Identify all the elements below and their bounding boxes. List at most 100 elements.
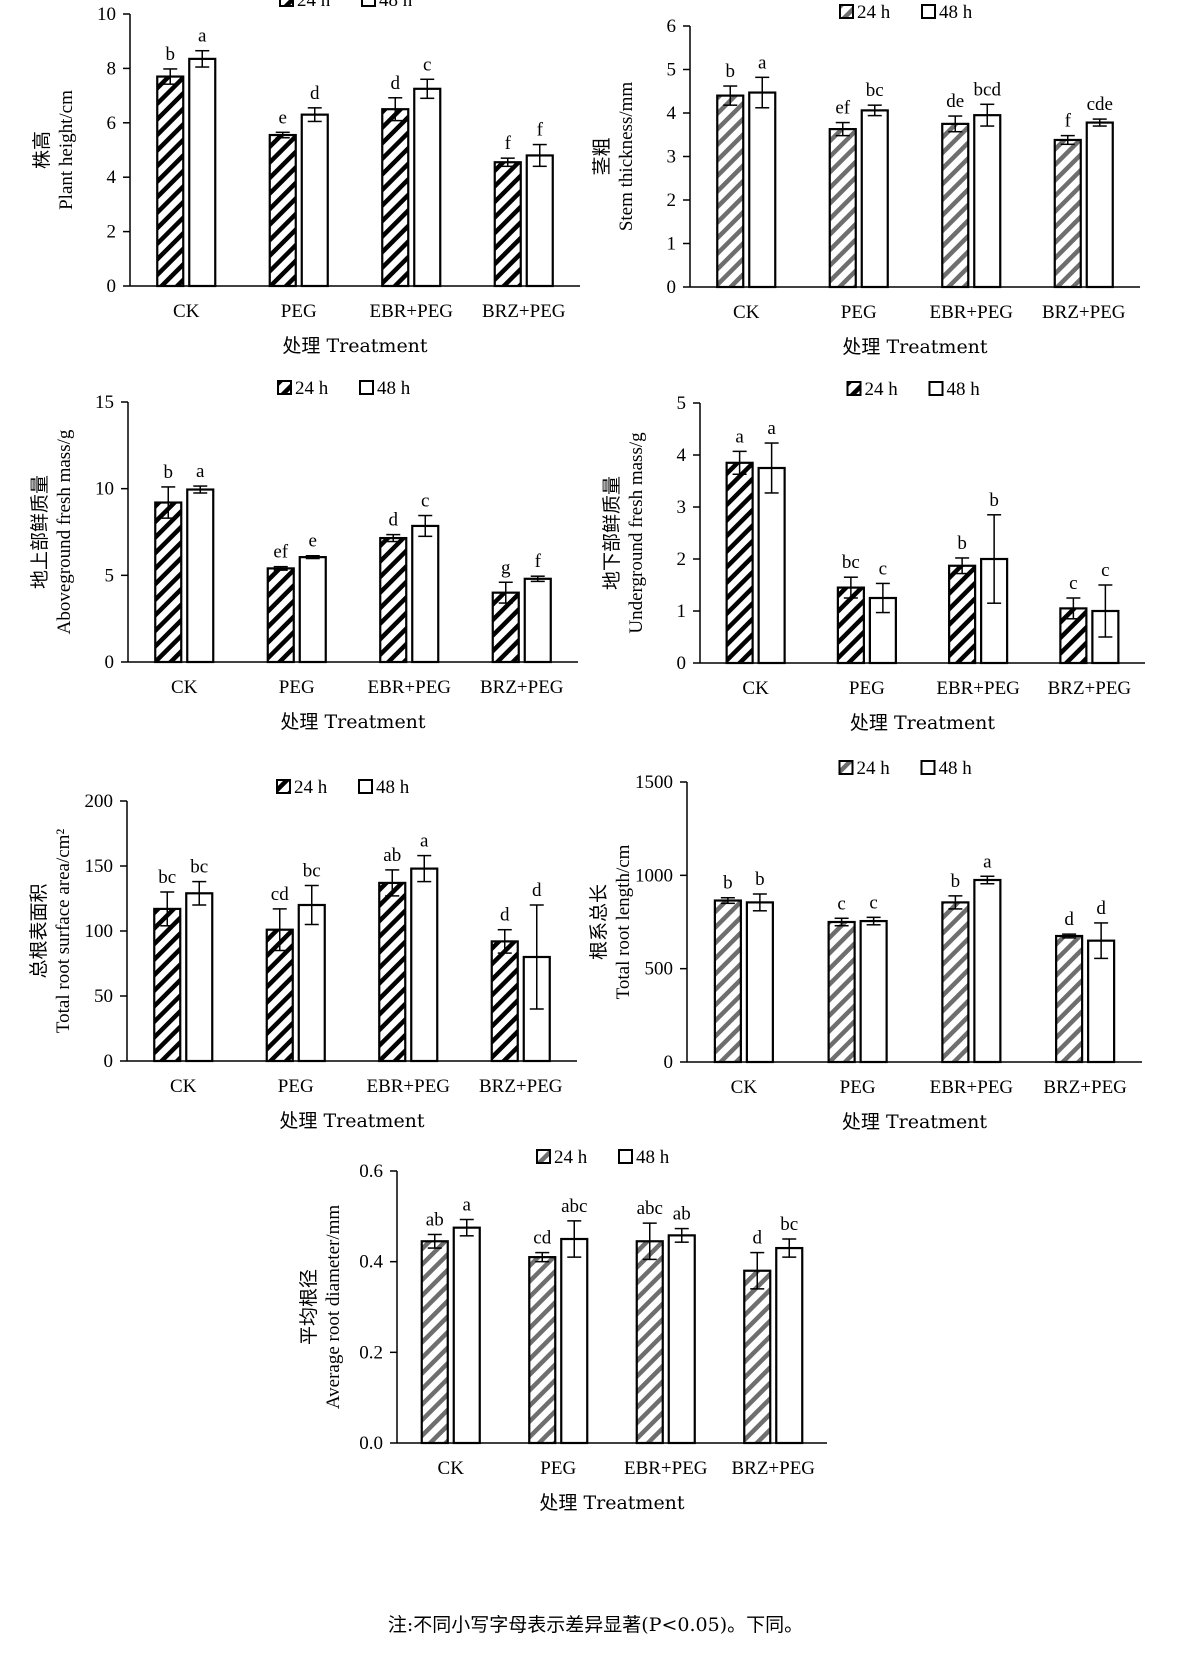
significance-label: a bbox=[767, 418, 776, 439]
y-tick-label: 3 bbox=[677, 497, 687, 518]
y-tick-label: 6 bbox=[107, 113, 117, 134]
significance-label: g bbox=[501, 557, 511, 578]
bar-24h bbox=[493, 161, 522, 288]
bar-48h bbox=[560, 1237, 589, 1445]
y-axis-label-en: Stem thickness/mm bbox=[616, 82, 637, 232]
x-tick-label: EBR+PEG bbox=[936, 678, 1020, 699]
bar-48h bbox=[748, 91, 777, 289]
y-tick-label: 5 bbox=[677, 393, 687, 414]
y-tick-label: 0 bbox=[105, 652, 115, 673]
legend-swatch-24h bbox=[277, 380, 292, 395]
bar-48h bbox=[1085, 121, 1114, 289]
significance-label: ef bbox=[835, 98, 850, 119]
significance-label: c bbox=[869, 892, 877, 913]
significance-label: d bbox=[500, 905, 510, 926]
significance-label: bc bbox=[190, 857, 208, 878]
x-tick-label: BRZ+PEG bbox=[731, 1458, 815, 1479]
legend-label-24h: 24 h bbox=[857, 758, 891, 779]
significance-label: a bbox=[758, 52, 767, 73]
bar-48h bbox=[775, 1246, 804, 1445]
y-axis-label-en: Underground fresh mass/g bbox=[626, 432, 647, 634]
x-axis-label: 处理 Treatment bbox=[539, 1492, 684, 1514]
bar-24h bbox=[156, 75, 185, 288]
significance-label: bc bbox=[866, 80, 884, 101]
x-axis-label: 处理 Treatment bbox=[842, 1111, 987, 1133]
y-tick-label: 4 bbox=[667, 103, 677, 124]
legend-swatch-24h bbox=[536, 1149, 551, 1164]
x-tick-label: PEG bbox=[840, 1077, 876, 1098]
x-tick-label: CK bbox=[438, 1458, 465, 1479]
significance-label: a bbox=[198, 26, 207, 47]
significance-label: b bbox=[726, 61, 736, 82]
significance-label: abc bbox=[561, 1196, 587, 1217]
figure-note: 注:不同小写字母表示差异显著(P<0.05)。下同。 bbox=[387, 1614, 804, 1636]
significance-label: a bbox=[420, 831, 429, 852]
chart-underground-fresh-mass: 0 1 2 3 4 5 地下部鲜质量 Underground fresh mass/g a a CK… bbox=[601, 379, 1145, 734]
significance-label: c bbox=[1069, 573, 1077, 594]
legend-label-24h: 24 h bbox=[554, 1147, 588, 1168]
y-tick-label: 0 bbox=[677, 653, 687, 674]
bar-48h bbox=[859, 919, 888, 1064]
significance-label: bc bbox=[842, 552, 860, 573]
x-tick-label: CK bbox=[733, 302, 760, 323]
x-tick-label: CK bbox=[731, 1077, 758, 1098]
y-tick-label: 0 bbox=[107, 276, 117, 297]
bar-48h bbox=[297, 903, 326, 1063]
legend-label-48h: 48 h bbox=[636, 1147, 670, 1168]
x-tick-label: PEG bbox=[540, 1458, 576, 1479]
significance-label: e bbox=[309, 531, 317, 552]
bar-24h bbox=[713, 899, 742, 1064]
significance-label: bc bbox=[780, 1214, 798, 1235]
x-tick-label: EBR+PEG bbox=[367, 677, 451, 698]
x-tick-label: CK bbox=[742, 678, 769, 699]
y-tick-label: 15 bbox=[95, 392, 114, 413]
significance-label: d bbox=[391, 73, 401, 94]
bar-24h bbox=[716, 94, 745, 289]
y-axis-label-cn: 地上部鲜质量 bbox=[29, 475, 51, 589]
bar-48h bbox=[525, 154, 554, 288]
bar-24h bbox=[1053, 138, 1082, 289]
bar-48h bbox=[452, 1226, 481, 1445]
significance-label: b bbox=[164, 462, 174, 483]
legend-label-24h: 24 h bbox=[865, 379, 899, 400]
legend-label-24h: 24 h bbox=[294, 777, 328, 798]
legend-swatch-48h bbox=[920, 760, 936, 775]
x-tick-label: BRZ+PEG bbox=[479, 1076, 563, 1097]
bar-48h bbox=[410, 867, 439, 1063]
x-tick-label: BRZ+PEG bbox=[480, 677, 564, 698]
y-tick-label: 2 bbox=[677, 549, 687, 570]
significance-label: c bbox=[423, 54, 431, 75]
bar-24h bbox=[743, 1269, 772, 1445]
y-tick-label: 0.6 bbox=[359, 1161, 383, 1182]
legend-label-48h: 48 h bbox=[947, 379, 981, 400]
bar-48h bbox=[757, 466, 786, 665]
x-tick-label: PEG bbox=[278, 1076, 314, 1097]
legend-swatch-24h bbox=[838, 760, 854, 775]
y-tick-label: 50 bbox=[94, 986, 113, 1007]
bar-48h bbox=[860, 109, 889, 289]
bar-48h bbox=[188, 57, 217, 288]
bar-24h bbox=[941, 901, 970, 1064]
x-tick-label: PEG bbox=[849, 678, 885, 699]
y-axis-label-en: Average root diameter/mm bbox=[323, 1205, 344, 1410]
bar-24h bbox=[379, 536, 408, 664]
significance-label: d bbox=[753, 1228, 763, 1249]
x-tick-label: BRZ+PEG bbox=[1043, 1077, 1127, 1098]
x-tick-label: CK bbox=[173, 301, 200, 322]
x-tick-label: EBR+PEG bbox=[929, 302, 1013, 323]
x-axis-label: 处理 Treatment bbox=[279, 1110, 424, 1132]
significance-label: cd bbox=[271, 884, 289, 905]
significance-label: c bbox=[1101, 560, 1109, 581]
bar-24h bbox=[378, 881, 407, 1063]
bar-24h bbox=[266, 567, 295, 664]
bar-24h bbox=[827, 920, 856, 1064]
significance-label: d bbox=[310, 83, 320, 104]
legend-swatch-48h bbox=[361, 0, 376, 7]
significance-label: f bbox=[505, 133, 512, 154]
bar-24h bbox=[153, 907, 182, 1063]
y-tick-label: 0 bbox=[664, 1052, 674, 1073]
significance-label: c bbox=[421, 491, 429, 512]
x-tick-label: BRZ+PEG bbox=[1042, 302, 1126, 323]
significance-label: de bbox=[946, 91, 964, 112]
